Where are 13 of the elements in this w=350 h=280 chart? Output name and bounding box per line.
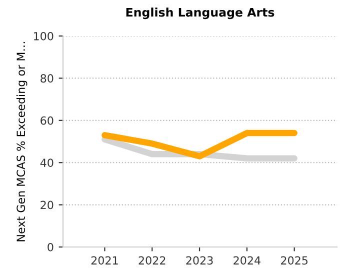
y-tick-label: 80 [40, 74, 54, 83]
x-tick-label: 2024 [234, 256, 260, 265]
x-tick-label: 2025 [281, 256, 308, 265]
chart-title: English Language Arts [126, 8, 274, 20]
y-axis-title: Next Gen MCAS % Exceeding or M… [16, 42, 28, 242]
x-tick-label: 2021 [91, 256, 118, 265]
y-tick-label: 40 [40, 158, 54, 167]
y-tick-label: 100 [34, 32, 54, 40]
y-tick-label: 0 [48, 242, 54, 252]
y-tick-label: 60 [40, 116, 54, 125]
y-tick-label: 20 [40, 200, 54, 210]
x-tick-label: 2023 [186, 256, 213, 265]
x-tick-label: 2022 [138, 256, 166, 265]
